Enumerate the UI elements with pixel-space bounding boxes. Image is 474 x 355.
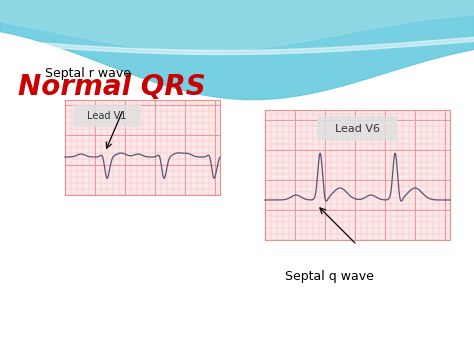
Bar	[318, 116, 398, 141]
Bar	[265, 110, 450, 240]
Text: Normal QRS: Normal QRS	[18, 73, 206, 101]
Text: Lead V1: Lead V1	[87, 111, 127, 121]
Text: Lead V6: Lead V6	[335, 124, 380, 133]
Text: Septal r wave: Septal r wave	[45, 67, 131, 80]
Text: Septal q wave: Septal q wave	[285, 270, 374, 283]
Bar	[73, 105, 141, 127]
Bar	[65, 100, 220, 195]
